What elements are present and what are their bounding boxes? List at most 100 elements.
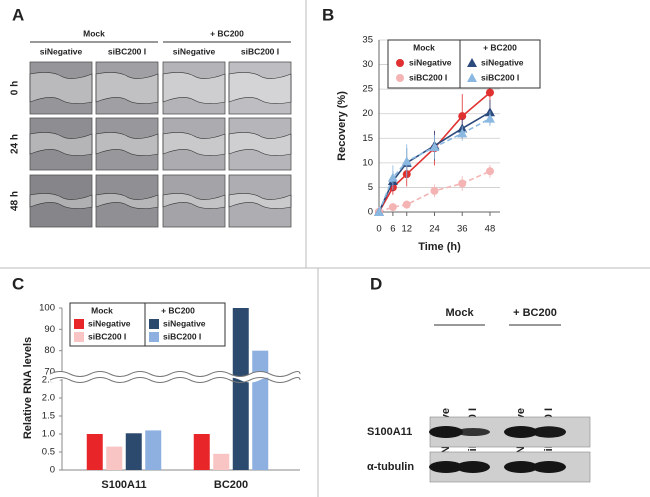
panel-label: A: [12, 5, 24, 24]
blot-band: [504, 461, 538, 473]
blot-band: [429, 426, 463, 438]
data-point: [401, 156, 412, 166]
wound-gap: [29, 72, 93, 104]
wound-gap: [95, 193, 159, 209]
series-line: [378, 117, 491, 213]
y-tick-label: 25: [362, 84, 373, 95]
bar: [193, 434, 210, 470]
series-line: [378, 91, 491, 213]
legend-swatch: [74, 319, 84, 329]
y-tick-label: 0.5: [42, 447, 55, 458]
bar: [252, 350, 269, 470]
row-label: S100A11: [367, 426, 412, 438]
y-tick-label: 0: [368, 207, 373, 218]
y-tick-label: 1.0: [42, 429, 55, 440]
legend-marker: [467, 73, 477, 82]
legend-group: Mock: [91, 305, 113, 315]
x-tick-label: 36: [457, 224, 468, 235]
y-tick-label: 2.0: [42, 393, 55, 404]
x-tick-label: 0: [376, 224, 381, 235]
y-tick-label: 70: [44, 367, 55, 378]
axis-break: [50, 371, 300, 383]
data-point: [485, 167, 494, 176]
y-tick-label: 100: [39, 303, 55, 314]
micrograph: [162, 117, 226, 171]
wound-gap: [95, 72, 159, 104]
legend-label: siNegative: [163, 318, 206, 328]
x-axis-title: Time (h): [418, 241, 461, 253]
x-tick-label: 24: [429, 224, 440, 235]
micrograph: [95, 61, 159, 115]
bar: [213, 453, 230, 470]
y-tick-label: 90: [44, 324, 55, 335]
wound-gap: [162, 193, 226, 209]
wound-gap: [228, 193, 292, 209]
group-label: + BC200: [210, 28, 244, 38]
blot-band: [532, 461, 566, 473]
y-tick-label: 80: [44, 345, 55, 356]
column-label: siBC200 I: [108, 46, 146, 56]
data-point: [388, 203, 397, 212]
y-tick-label: 30: [362, 59, 373, 70]
data-point: [485, 88, 494, 97]
x-tick-label: BC200: [214, 479, 248, 491]
y-tick-label: 35: [362, 35, 373, 46]
wound-gap: [228, 132, 292, 156]
wound-gap: [162, 72, 226, 104]
legend-label: siNegative: [481, 57, 524, 67]
data-point: [458, 112, 467, 121]
y-tick-label: 1.5: [42, 411, 55, 422]
legend-label: siBC200 I: [163, 331, 201, 341]
column-label: siBC200 I: [241, 46, 279, 56]
data-point: [387, 172, 398, 182]
blot-band: [456, 461, 490, 473]
data-point: [457, 128, 468, 138]
group-label: Mock: [83, 28, 105, 38]
wound-gap: [162, 132, 226, 156]
legend-label: siNegative: [409, 57, 452, 67]
y-tick-label: 0: [50, 465, 55, 476]
bar: [106, 446, 123, 470]
bar: [125, 433, 142, 470]
data-point: [484, 113, 495, 123]
bar: [145, 430, 162, 470]
legend-swatch: [74, 332, 84, 342]
legend-group: + BC200: [483, 42, 517, 52]
column-label: siNegative: [40, 46, 83, 56]
blot-band: [456, 428, 490, 436]
legend-marker: [467, 58, 477, 67]
legend-label: siBC200 I: [409, 72, 447, 82]
micrograph: [228, 174, 292, 228]
legend-marker: [396, 59, 404, 67]
legend-label: siBC200 I: [88, 331, 126, 341]
blot-band: [504, 426, 538, 438]
blot-band: [532, 426, 566, 438]
row-label: 48 h: [10, 191, 21, 211]
y-tick-label: 2.5: [42, 375, 55, 386]
micrograph: [29, 174, 93, 228]
y-tick-label: 20: [362, 108, 373, 119]
micrograph: [228, 117, 292, 171]
panel-label: C: [12, 274, 24, 293]
data-point: [374, 207, 384, 216]
legend-group: Mock: [413, 42, 435, 52]
panel-label: D: [370, 274, 382, 293]
x-tick-label: 12: [401, 224, 412, 235]
x-tick-label: 48: [485, 224, 496, 235]
row-label: 0 h: [10, 81, 21, 95]
wound-gap: [95, 132, 159, 156]
legend-marker: [396, 74, 404, 82]
legend-group: + BC200: [161, 305, 195, 315]
legend-swatch: [149, 319, 159, 329]
y-axis-title: Recovery (%): [336, 91, 348, 161]
wound-gap: [29, 193, 93, 209]
column-label: siNegative: [173, 46, 216, 56]
y-tick-label: 15: [362, 133, 373, 144]
legend-label: siNegative: [88, 318, 131, 328]
bar: [86, 434, 103, 470]
wound-gap: [29, 132, 93, 156]
panel-label: B: [322, 5, 334, 24]
row-label: 24 h: [10, 134, 21, 154]
legend-label: siBC200 I: [481, 72, 519, 82]
